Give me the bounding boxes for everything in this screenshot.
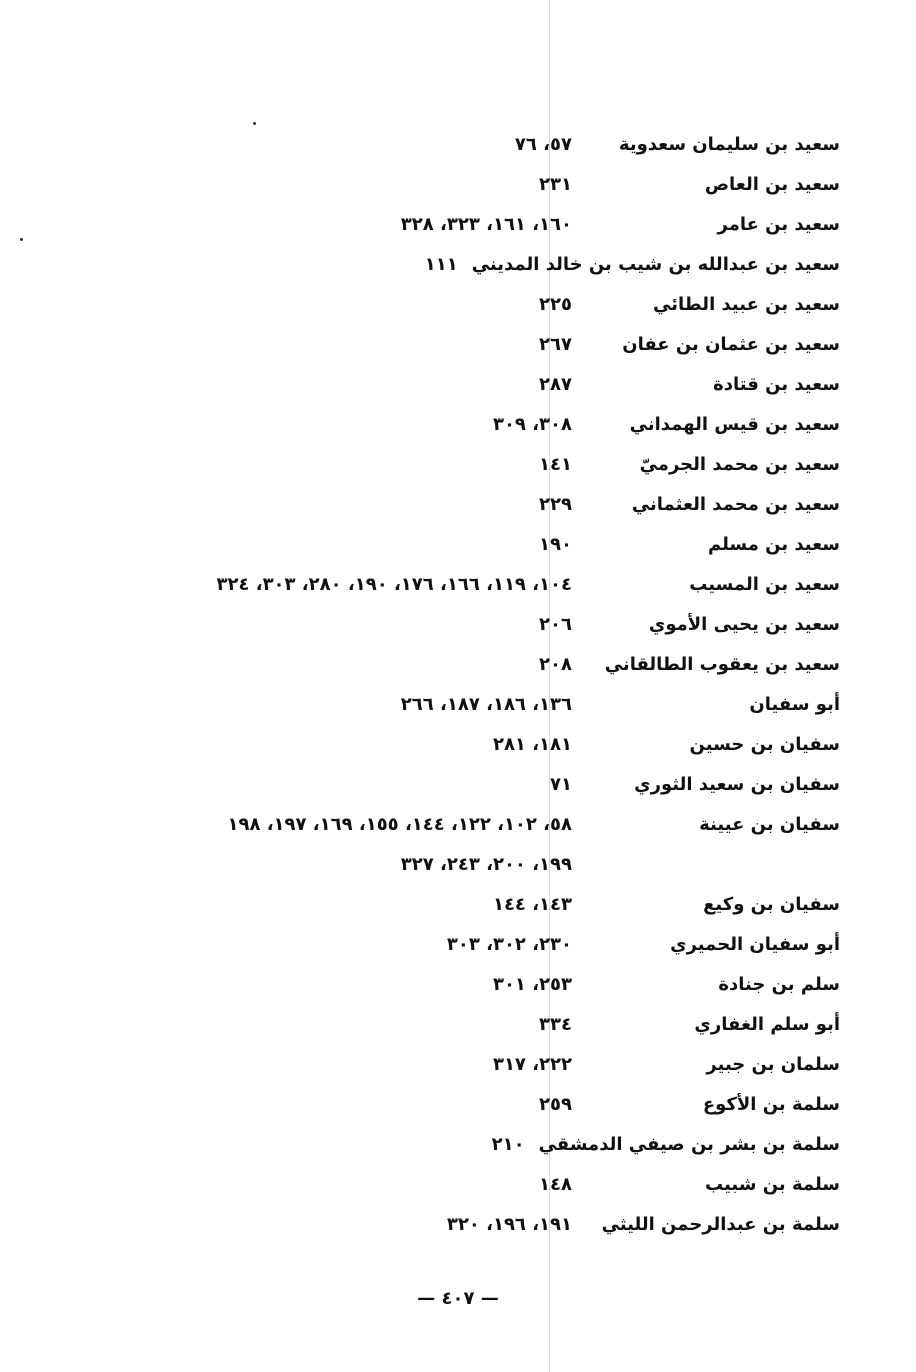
entry-page-numbers: ١٠٤، ١١٩، ١٦٦، ١٧٦، ١٩٠، ٢٨٠، ٣٠٣، ٣٢٤	[216, 574, 572, 595]
entry-page-numbers: ١٩١، ١٩٦، ٣٢٠	[446, 1214, 572, 1235]
index-entry: سفيان بن حسين ١٨١، ٢٨١	[0, 725, 916, 765]
entry-page-numbers: ٢٠٨	[539, 654, 572, 675]
entry-name: سفيان بن سعيد الثوري	[634, 774, 840, 795]
entry-page-numbers: ١٩٠	[539, 534, 572, 555]
scan-speck	[20, 238, 23, 241]
index-entry: سعيد بن محمد الجرميّ ١٤١	[0, 445, 916, 485]
entry-page-numbers: ١٨١، ٢٨١	[492, 734, 572, 755]
index-entry: سعيد بن العاص ٢٣١	[0, 165, 916, 205]
entry-name: سلم بن جنادة	[718, 974, 840, 995]
index-entry: سلمة بن شبيب ١٤٨	[0, 1165, 916, 1205]
entry-page-numbers: ٢٢٥	[539, 294, 572, 315]
index-entry: سعيد بن سليمان سعدوية ٥٧، ٧٦	[0, 125, 916, 165]
index-entry: سلمة بن عبدالرحمن الليثي ١٩١، ١٩٦، ٣٢٠	[0, 1205, 916, 1245]
entry-page-numbers: ١٩٩، ٢٠٠، ٢٤٣، ٣٢٧	[400, 854, 572, 875]
index-entry: أبو سلم الغفاري ٣٣٤	[0, 1005, 916, 1045]
entry-name: سعيد بن قيس الهمداني	[629, 414, 840, 435]
entry-page-numbers: ٢٢٩	[539, 494, 572, 515]
entry-name: سفيان بن وكيع	[703, 894, 840, 915]
index-entry: سفيان بن وكيع ١٤٣، ١٤٤	[0, 885, 916, 925]
index-entry: سلم بن جنادة ٢٥٣، ٣٠١	[0, 965, 916, 1005]
entry-page-numbers: ١٤٣، ١٤٤	[492, 894, 572, 915]
index-entry: أبو سفيان ١٣٦، ١٨٦، ١٨٧، ٢٦٦	[0, 685, 916, 725]
entry-name: سفيان بن حسين	[689, 734, 840, 755]
index-entry: سلمان بن جبير ٢٢٢، ٣١٧	[0, 1045, 916, 1085]
index-entry: سعيد بن عثمان بن عفان ٢٦٧	[0, 325, 916, 365]
page-fold-line	[549, 0, 550, 1372]
entry-name: أبو سلم الغفاري	[694, 1014, 840, 1035]
entry-page-numbers: ٢٣١	[539, 174, 572, 195]
index-entry: ١٩٩، ٢٠٠، ٢٤٣، ٣٢٧	[0, 845, 916, 885]
entry-name: سعيد بن يحيى الأموي	[648, 614, 840, 635]
entry-name: سلمة بن شبيب	[705, 1174, 840, 1195]
entry-page-numbers: ٢١٠	[491, 1134, 525, 1155]
entry-page-numbers: ٥٨، ١٠٢، ١٢٢، ١٤٤، ١٥٥، ١٦٩، ١٩٧، ١٩٨	[227, 814, 572, 835]
index-entry: سعيد بن مسلم ١٩٠	[0, 525, 916, 565]
entry-page-numbers: ١٣٦، ١٨٦، ١٨٧، ٢٦٦	[400, 694, 572, 715]
entry-name: سعيد بن سليمان سعدوية	[618, 134, 840, 155]
entry-page-numbers: ٢٨٧	[539, 374, 572, 395]
index-entry: سعيد بن يحيى الأموي ٢٠٦	[0, 605, 916, 645]
index-entry: أبو سفيان الحميري ٢٣٠، ٣٠٢، ٣٠٣	[0, 925, 916, 965]
scan-speck	[253, 122, 256, 125]
index-entry: سعيد بن المسيب ١٠٤، ١١٩، ١٦٦، ١٧٦، ١٩٠، ٢…	[0, 565, 916, 605]
entry-name: سعيد بن عبيد الطائي	[653, 294, 840, 315]
entry-name: سعيد بن مسلم	[707, 534, 840, 555]
entry-page-numbers: ٣٣٤	[539, 1014, 572, 1035]
page-number: — ٤٠٧ —	[417, 1288, 499, 1309]
index-entry: سعيد بن عبيد الطائي ٢٢٥	[0, 285, 916, 325]
entry-name: سفيان بن عيينة	[699, 814, 840, 835]
entry-name: سعيد بن محمد العثماني	[631, 494, 840, 515]
entry-page-numbers: ١٤٨	[539, 1174, 572, 1195]
entry-name: سعيد بن يعقوب الطالقاني	[604, 654, 840, 675]
index-entry: سعيد بن عامر ١٦٠، ١٦١، ٣٢٣، ٣٢٨	[0, 205, 916, 245]
index-entry: سعيد بن محمد العثماني ٢٢٩	[0, 485, 916, 525]
entry-name: سلمان بن جبير	[706, 1054, 840, 1075]
index-entry: سعيد بن قيس الهمداني ٣٠٨، ٣٠٩	[0, 405, 916, 445]
entry-page-numbers: ٣٠٨، ٣٠٩	[492, 414, 572, 435]
index-entry: سفيان بن عيينة ٥٨، ١٠٢، ١٢٢، ١٤٤، ١٥٥، ١٦…	[0, 805, 916, 845]
entry-name: أبو سفيان	[749, 694, 840, 715]
entry-page-numbers: ٢٠٦	[539, 614, 572, 635]
entry-page-numbers: ٥٧، ٧٦	[514, 134, 572, 155]
entry-page-numbers: ٢٥٩	[539, 1094, 572, 1115]
entry-page-numbers: ١٦٠، ١٦١، ٣٢٣، ٣٢٨	[400, 214, 572, 235]
index-entry: سلمة بن بشر بن صيفي الدمشقي ٢١٠	[0, 1125, 916, 1165]
entry-page-numbers: ١٤١	[539, 454, 572, 475]
entry-page-numbers: ٢٥٣، ٣٠١	[492, 974, 572, 995]
entry-name: سعيد بن العاص	[704, 174, 840, 195]
entry-page-numbers: ١١١	[424, 254, 458, 275]
entry-name: سعيد بن عامر	[717, 214, 841, 235]
entry-name: أبو سفيان الحميري	[670, 934, 840, 955]
entry-name: سلمة بن بشر بن صيفي الدمشقي	[538, 1134, 840, 1155]
index-entry: سعيد بن يعقوب الطالقاني ٢٠٨	[0, 645, 916, 685]
entry-page-numbers: ٢٣٠، ٣٠٢، ٣٠٣	[446, 934, 572, 955]
entry-name: سعيد بن المسيب	[689, 574, 840, 595]
entry-name: سعيد بن محمد الجرميّ	[639, 454, 840, 475]
entry-name: سعيد بن عثمان بن عفان	[622, 334, 840, 355]
entry-page-numbers: ٢٦٧	[539, 334, 572, 355]
entry-name: سعيد بن عبدالله بن شيب بن خالد المديني	[471, 254, 840, 275]
index-entry: سعيد بن قتادة ٢٨٧	[0, 365, 916, 405]
entry-name: سعيد بن قتادة	[713, 374, 840, 395]
index-entry: سلمة بن الأكوع ٢٥٩	[0, 1085, 916, 1125]
entry-page-numbers: ٧١	[550, 774, 572, 795]
entry-name: سلمة بن عبدالرحمن الليثي	[601, 1214, 840, 1235]
entry-page-numbers: ٢٢٢، ٣١٧	[492, 1054, 572, 1075]
index-entry: سعيد بن عبدالله بن شيب بن خالد المديني ١١…	[0, 245, 916, 285]
entry-name: سلمة بن الأكوع	[702, 1094, 840, 1115]
index-entry: سفيان بن سعيد الثوري ٧١	[0, 765, 916, 805]
